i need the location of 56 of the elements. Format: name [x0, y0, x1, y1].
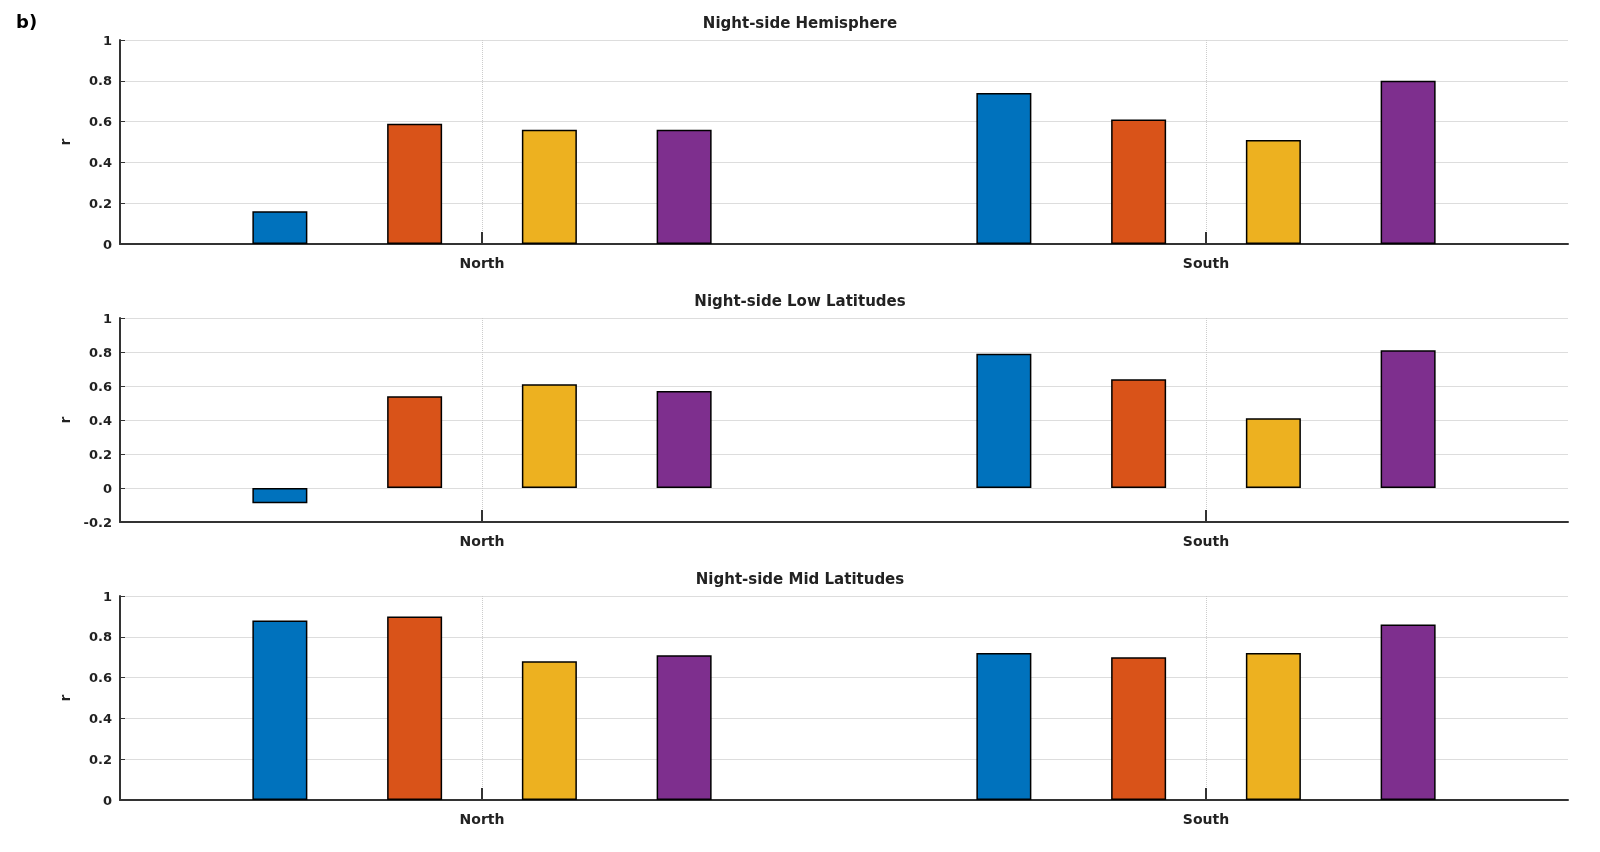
y-tick-label: 0.8 — [88, 629, 112, 645]
bar — [1245, 139, 1301, 244]
y-tick-label: 0.6 — [88, 670, 112, 686]
y-tick-label: 1 — [102, 588, 112, 604]
x-tick-label: South — [1182, 811, 1230, 827]
y-tick-label: 0.2 — [88, 446, 112, 462]
y-tick-label: 0.2 — [88, 751, 112, 767]
bar — [1111, 119, 1167, 244]
text: b) — [16, 10, 38, 32]
y-axis-title: r — [57, 138, 73, 146]
y-tick-label: 0.2 — [88, 195, 112, 211]
bar — [521, 661, 577, 800]
y-axis-title: r — [57, 694, 73, 702]
bar — [976, 93, 1032, 244]
y-tick-label: 0 — [102, 236, 112, 252]
bar — [387, 616, 443, 800]
y-tick-label: 0 — [102, 792, 112, 808]
x-tick-label: North — [459, 533, 505, 549]
bar — [521, 384, 577, 488]
bar — [976, 653, 1032, 800]
y-tick-label: 0 — [102, 480, 112, 496]
x-tick-label: South — [1182, 533, 1230, 549]
bar — [1380, 350, 1436, 488]
bar — [1111, 657, 1167, 800]
bar — [521, 129, 577, 244]
bar — [656, 655, 712, 800]
bar — [1111, 379, 1167, 488]
bar — [252, 620, 308, 800]
bar — [387, 123, 443, 244]
y-tick-label: 0.4 — [88, 710, 112, 726]
bar — [1245, 418, 1301, 488]
x-tick-label: South — [1182, 255, 1230, 271]
chart-title: Night-side Mid Latitudes — [695, 569, 905, 588]
y-axis-title: r — [57, 416, 73, 424]
bar — [387, 396, 443, 488]
y-tick-label: 0.4 — [88, 412, 112, 428]
y-tick-label: 0.4 — [88, 154, 112, 170]
bar — [656, 391, 712, 488]
x-tick-label: North — [459, 811, 505, 827]
bar — [252, 211, 308, 244]
x-tick-label: North — [459, 255, 505, 271]
y-tick-label: 0.6 — [88, 378, 112, 394]
bar — [1380, 80, 1436, 244]
y-tick-label: 0.8 — [88, 73, 112, 89]
bar — [1380, 624, 1436, 800]
y-tick-label: 0.6 — [88, 114, 112, 130]
y-tick-label: 1 — [102, 32, 112, 48]
bar — [656, 129, 712, 244]
bar — [976, 353, 1032, 488]
y-tick-label: 0.8 — [88, 344, 112, 360]
bar — [1245, 653, 1301, 800]
y-tick-label: 1 — [102, 310, 112, 326]
y-tick-label: -0.2 — [83, 514, 112, 530]
bar — [252, 488, 308, 504]
chart-title: Night-side Hemisphere — [702, 13, 898, 32]
chart-title: Night-side Low Latitudes — [694, 291, 906, 310]
